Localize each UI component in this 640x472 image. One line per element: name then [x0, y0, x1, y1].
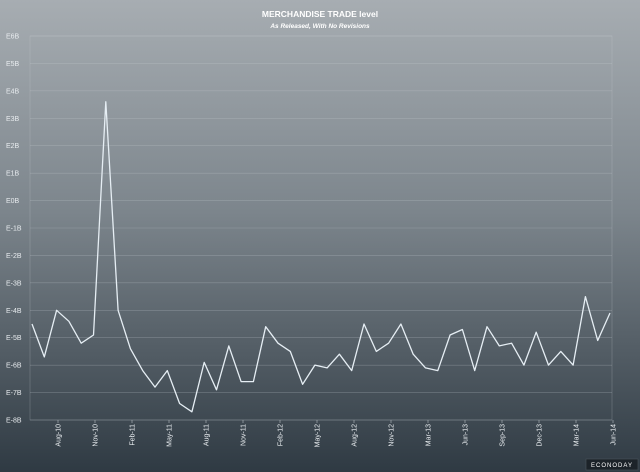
x-tick-label: Mar-14: [574, 424, 581, 446]
plot-border: [29, 35, 613, 421]
x-tick-label: Nov-10: [93, 424, 100, 447]
y-tick-label: E-1B: [6, 226, 22, 233]
y-tick-label: E3B: [6, 116, 20, 123]
y-tick-label: E-8B: [6, 418, 22, 425]
x-tick-label: Feb-11: [130, 424, 137, 446]
y-tick-label: E-6B: [6, 363, 22, 370]
y-tick-label: E6B: [6, 34, 20, 41]
x-tick-label: Nov-12: [389, 424, 396, 447]
chart-title: MERCHANDISE TRADE level: [262, 9, 378, 19]
x-tick-label: Feb-12: [278, 424, 285, 446]
x-axis-ticks: Aug-10 Nov-10 Feb-11 May-11 Aug-11 Nov-11 Feb-…: [56, 420, 618, 447]
series-lines: [31, 101, 611, 413]
y-tick-label: E5B: [6, 61, 20, 68]
series-line: [31, 101, 611, 413]
x-tick-label: Jun-14: [611, 424, 618, 446]
y-tick-label: E-3B: [6, 280, 22, 287]
y-tick-label: E-7B: [6, 390, 22, 397]
x-tick-label: Aug-10: [56, 424, 63, 447]
brand-logo-text: ECONODAY: [591, 463, 633, 469]
chart-subtitle: As Released, With No Revisions: [269, 23, 370, 30]
x-tick-label: Mar-13: [426, 424, 433, 446]
x-tick-label: Aug-12: [352, 424, 359, 447]
y-tick-label: E2B: [6, 143, 20, 150]
x-tick-label: Aug-11: [204, 424, 211, 446]
x-tick-label: Dec-13: [537, 424, 544, 447]
x-tick-label: Jun-13: [463, 424, 470, 446]
y-tick-label: E1B: [6, 171, 20, 178]
x-tick-label: May-11: [167, 424, 174, 447]
x-tick-label: Sep-13: [500, 424, 507, 447]
y-tick-label: E4B: [6, 88, 20, 95]
y-tick-label: E0B: [6, 198, 20, 205]
x-tick-label: Nov-11: [241, 424, 248, 446]
y-tick-label: E-4B: [6, 308, 22, 315]
brand-badge-box: [585, 458, 639, 471]
y-axis-ticks: E6B E5B E4B E3B E2B E1B E0B E-1B E-2B E-3B E-4B E-5…: [6, 34, 22, 425]
y-tick-label: E-5B: [6, 335, 22, 342]
y-tick-label: E-2B: [6, 253, 22, 260]
brand-badge: ECONODAY: [585, 458, 639, 471]
x-tick-label: May-12: [315, 424, 322, 447]
